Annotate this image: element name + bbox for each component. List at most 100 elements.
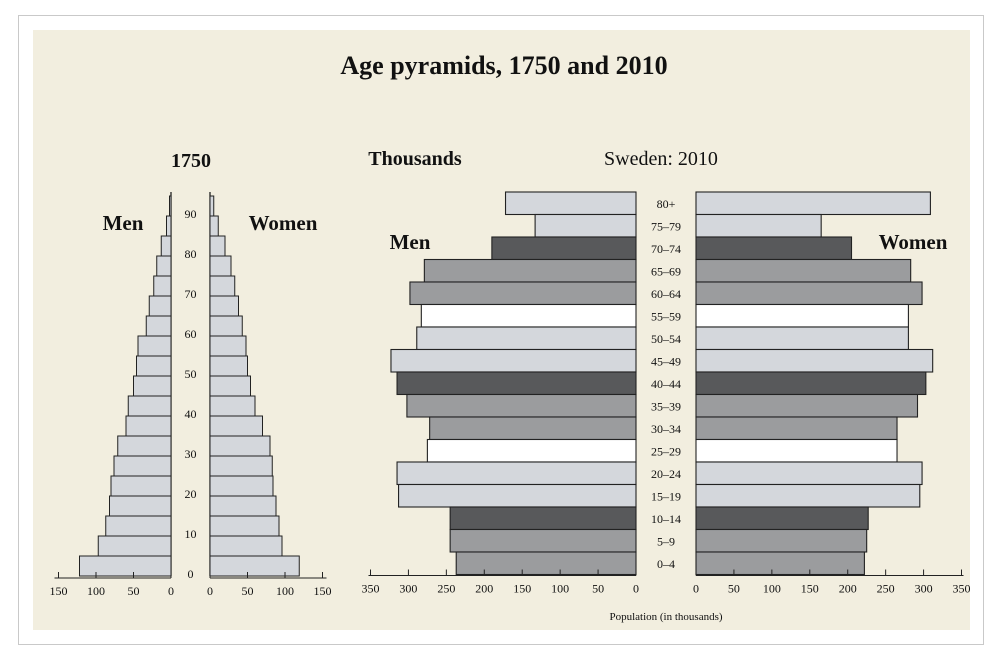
bar-2010-men — [429, 416, 637, 441]
age-tick-label-1750: 10 — [185, 527, 197, 541]
age-tick-label-1750: 0 — [188, 567, 194, 581]
bar-1750-men — [105, 515, 172, 537]
pyramid-1750-women-label: Women — [249, 211, 318, 235]
age-group-label-2010: 40–44 — [651, 377, 681, 391]
bar-2010-men — [396, 371, 637, 396]
x-tick-label-2010: 250 — [437, 582, 455, 596]
bar-1750-women — [209, 335, 247, 357]
age-tick-label-1750: 40 — [185, 407, 197, 421]
age-group-label-2010: 25–29 — [651, 445, 681, 459]
age-tick-label-1750: 90 — [185, 207, 197, 221]
x-tick-label-1750-women: 0 — [207, 584, 213, 598]
bar-1750-men — [127, 395, 172, 417]
bar-2010-men — [396, 461, 637, 486]
bar-2010-women — [695, 258, 912, 283]
x-tick-label-1750-men: 50 — [128, 584, 140, 598]
bar-1750-women — [209, 555, 300, 577]
bar-2010-women — [695, 191, 931, 216]
bar-2010-men — [406, 393, 637, 418]
bar-1750-men — [117, 435, 172, 457]
pyramid-2010-unit-label: Thousands — [368, 148, 462, 170]
x-tick-label-2010: 0 — [693, 582, 699, 596]
bar-2010-men — [491, 236, 637, 261]
bar-2010-men — [398, 483, 637, 508]
bar-2010-women — [695, 348, 934, 373]
x-tick-label-2010: 50 — [592, 582, 604, 596]
bar-2010-women — [695, 393, 919, 418]
pyramid-1750-title: 1750 — [171, 150, 211, 172]
age-tick-label-1750: 30 — [185, 447, 197, 461]
bar-1750-men — [136, 355, 172, 377]
age-group-label-2010: 65–69 — [651, 265, 681, 279]
bar-2010-women — [695, 551, 865, 576]
bar-1750-men — [79, 555, 172, 577]
bar-1750-men — [160, 235, 172, 257]
age-group-label-2010: 30–34 — [651, 422, 681, 436]
bar-1750-women — [209, 415, 263, 437]
age-group-label-2010: 0–4 — [657, 557, 675, 571]
pyramid-1750-men-label: Men — [103, 211, 144, 235]
bar-1750-women — [209, 235, 226, 257]
x-tick-label-2010: 300 — [399, 582, 417, 596]
bar-1750-women — [209, 315, 243, 337]
bar-2010-men — [416, 326, 637, 351]
age-group-label-2010: 80+ — [657, 197, 676, 211]
bar-2010-men — [409, 281, 637, 306]
bar-1750-men — [109, 495, 172, 517]
age-group-label-2010: 10–14 — [651, 512, 681, 526]
age-tick-label-1750: 60 — [185, 327, 197, 341]
bar-1750-men — [97, 535, 172, 557]
x-tick-label-2010: 350 — [361, 582, 379, 596]
age-tick-label-1750: 70 — [185, 287, 197, 301]
bar-1750-men — [110, 475, 172, 497]
bar-2010-women — [695, 506, 869, 531]
bar-1750-men — [137, 335, 172, 357]
bar-1750-women — [209, 375, 251, 397]
pyramid-2010: 80+ 75–79 70–74 65–69 60–64 55–59 50–54 45–49 40… — [361, 191, 970, 596]
x-tick-label-1750-women: 50 — [242, 584, 254, 598]
age-group-label-2010: 55–59 — [651, 310, 681, 324]
bar-1750-women — [209, 535, 283, 557]
bar-2010-women — [695, 281, 923, 306]
bar-2010-women — [695, 371, 927, 396]
x-tick-label-2010: 200 — [839, 582, 857, 596]
bar-1750-women — [209, 475, 274, 497]
bar-2010-women — [695, 326, 909, 351]
chart-panel: Age pyramids, 1750 and 2010 1750 Men Wom… — [33, 30, 970, 630]
chart-title: Age pyramids, 1750 and 2010 — [340, 51, 667, 80]
bar-1750-women — [209, 495, 277, 517]
bar-2010-men — [504, 191, 637, 216]
bar-1750-men — [169, 195, 172, 217]
age-pyramids-chart: Age pyramids, 1750 and 2010 1750 Men Wom… — [50, 51, 971, 623]
x-tick-label-2010: 100 — [763, 582, 781, 596]
pyramid-2010-men-label: Men — [390, 230, 431, 254]
x-tick-label-2010: 250 — [877, 582, 895, 596]
bar-2010-women — [695, 213, 822, 238]
bar-2010-women — [695, 528, 868, 553]
bar-2010-women — [695, 483, 921, 508]
age-tick-label-1750: 80 — [185, 247, 197, 261]
bar-1750-women — [209, 255, 232, 277]
bar-1750-women — [209, 195, 215, 217]
bar-1750-men — [153, 275, 172, 297]
bar-2010-men — [426, 438, 637, 463]
x-tick-label-2010: 300 — [915, 582, 933, 596]
bar-1750-men — [133, 375, 172, 397]
bar-1750-women — [209, 435, 271, 457]
bar-2010-men — [390, 348, 637, 373]
x-tick-label-2010: 100 — [551, 582, 569, 596]
bar-2010-men — [449, 528, 637, 553]
x-tick-label-2010: 350 — [953, 582, 970, 596]
bar-1750-women — [209, 215, 219, 237]
x-tick-label-2010: 150 — [513, 582, 531, 596]
age-group-label-2010: 75–79 — [651, 220, 681, 234]
bar-2010-men — [449, 506, 637, 531]
bar-1750-men — [145, 315, 172, 337]
bar-2010-men — [534, 213, 637, 238]
bar-1750-men — [156, 255, 172, 277]
bar-1750-women — [209, 515, 280, 537]
age-tick-label-1750: 20 — [185, 487, 197, 501]
bar-1750-men — [148, 295, 172, 317]
age-tick-label-1750: 50 — [185, 367, 197, 381]
